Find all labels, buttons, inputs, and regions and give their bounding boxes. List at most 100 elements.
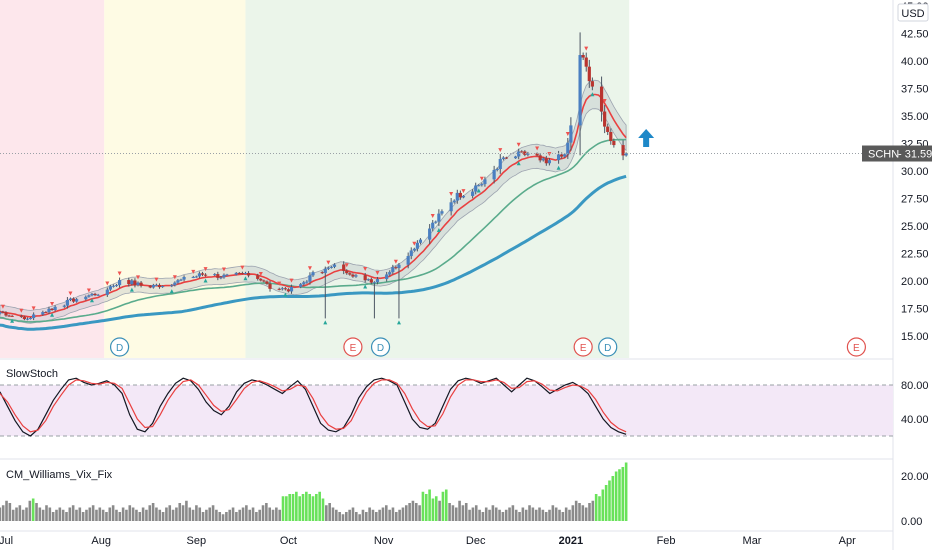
vixfix-bar [394, 512, 398, 521]
candle-body [415, 242, 419, 249]
candle-body [197, 273, 202, 277]
marker-E[interactable]: E [846, 337, 866, 357]
vixfix-bar [125, 509, 128, 521]
marker-E[interactable]: E [343, 337, 363, 357]
vixfix-bar [161, 512, 165, 521]
candle-body [492, 169, 496, 180]
vixfix-bar [225, 512, 228, 521]
time-axis[interactable]: Jul Aug Sep Oct Nov Dec 2021 Feb Mar Apr [0, 535, 856, 547]
candle-body [471, 191, 475, 196]
vixfix-bar [408, 503, 411, 521]
sell-signal-triangle [240, 265, 245, 270]
candle-body [434, 221, 438, 223]
vixfix-bar [168, 505, 172, 521]
candle-body [514, 156, 518, 159]
last-price-tag-bg [862, 145, 932, 162]
candle-body [431, 222, 435, 229]
vixfix-bar [165, 507, 168, 521]
candle-body [65, 299, 69, 306]
vixfix-bar [8, 503, 12, 521]
buy-signal-triangle [323, 320, 328, 325]
vixfix-bar [95, 509, 98, 521]
vixfix-bar [241, 507, 245, 521]
vixfix-bar [421, 491, 425, 521]
time-tick-label: Feb [657, 535, 676, 547]
sell-signal-triangle [172, 275, 177, 280]
candle-body [154, 284, 159, 286]
vixfix-bar [75, 509, 78, 521]
vixfix-bar [461, 505, 465, 521]
vixfix-bar [511, 505, 515, 521]
candle-body [259, 278, 263, 281]
sell-signal-triangle [105, 281, 110, 286]
candle-body [105, 289, 109, 295]
vixfix-bar [574, 500, 578, 521]
price-tick-label: 30.00 [901, 166, 929, 178]
candle-body [114, 285, 119, 287]
vixfix-bar [5, 500, 8, 521]
vixfix-bar [524, 509, 528, 521]
marker-circle [573, 337, 593, 357]
candle-body [4, 312, 8, 316]
vixfix-bar [231, 507, 235, 521]
currency-text: USD [901, 8, 924, 20]
marker-D[interactable]: D [370, 337, 391, 357]
last-price-tag: SCHN- 31.59 [862, 145, 932, 162]
sell-signal-triangle [117, 271, 122, 276]
vixfix-bar [91, 505, 95, 521]
candle-body [603, 111, 607, 127]
buy-signal-triangle [283, 292, 288, 297]
buy-signal-triangle [396, 320, 401, 325]
sell-signal-triangle [203, 267, 208, 272]
vixfix-bar [514, 509, 518, 521]
candle-body [170, 285, 174, 287]
candle-body [136, 282, 140, 286]
candle-body [286, 289, 291, 292]
time-tick-label: Sep [187, 535, 207, 547]
vixfix-bar [128, 505, 132, 521]
vixfix-bar [68, 507, 72, 521]
candle-body [268, 283, 272, 289]
candle-body [428, 228, 432, 240]
candle-body [495, 168, 499, 170]
vixfix-bar [508, 507, 511, 521]
candle-body [32, 314, 36, 319]
candle-body [47, 308, 51, 313]
candle-body [7, 315, 11, 317]
vixfix-bar [341, 514, 345, 521]
candle-body [332, 264, 337, 267]
vixfix-bar [318, 491, 321, 521]
vixfix-bar [518, 512, 521, 521]
vixfix-bar [521, 507, 525, 521]
vixfix-bar [378, 509, 381, 521]
candle-body [176, 280, 180, 283]
candle-body [311, 272, 315, 276]
candle-body [308, 275, 312, 282]
candle-body [326, 267, 330, 269]
candle-body [437, 213, 441, 222]
candle-body [526, 153, 530, 155]
vixfix-bar [141, 507, 145, 521]
candle-body [127, 280, 131, 285]
vixfix-bar [498, 509, 501, 521]
vixfix-bar [418, 505, 421, 521]
price-axis[interactable]: 15.0017.5020.0022.5025.0027.5030.0032.50… [901, 1, 929, 343]
vixfix-bar [484, 507, 488, 521]
sell-signal-triangle [154, 277, 159, 282]
candle-body [388, 272, 392, 275]
vixfix-bar [434, 496, 438, 521]
candle-body [609, 131, 613, 142]
vixfix-bar [105, 512, 108, 521]
marker-circle [370, 337, 391, 357]
vixfix-bar [291, 494, 295, 521]
vixfix-bar [118, 512, 122, 521]
sell-signal-triangle [326, 260, 331, 265]
vixfix-bar [388, 509, 391, 521]
vixfix-bar [438, 500, 441, 521]
marker-D[interactable]: D [598, 337, 618, 357]
candle-body [179, 279, 183, 281]
marker-E[interactable]: E [573, 337, 593, 357]
marker-D[interactable]: D [109, 337, 130, 357]
